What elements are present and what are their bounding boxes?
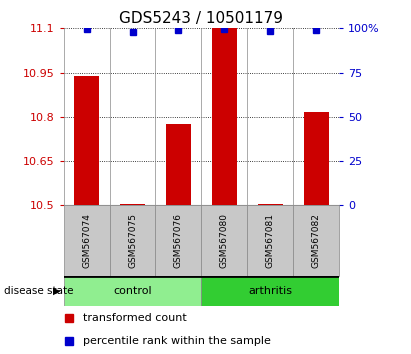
Bar: [303, 113, 329, 205]
Bar: [120, 204, 145, 205]
Text: transformed count: transformed count: [83, 313, 187, 323]
Bar: [212, 28, 237, 205]
Text: GSM567076: GSM567076: [174, 213, 183, 268]
Text: GSM567081: GSM567081: [266, 213, 275, 268]
Bar: [155, 205, 201, 276]
Text: percentile rank within the sample: percentile rank within the sample: [83, 336, 271, 346]
Text: GSM567075: GSM567075: [128, 213, 137, 268]
Text: GSM567082: GSM567082: [312, 213, 321, 268]
Bar: [64, 205, 110, 276]
Text: GSM567080: GSM567080: [220, 213, 229, 268]
Bar: [201, 276, 339, 306]
Text: ▶: ▶: [53, 286, 61, 296]
Bar: [64, 276, 201, 306]
Bar: [258, 204, 283, 205]
Text: disease state: disease state: [4, 286, 74, 296]
Title: GDS5243 / 10501179: GDS5243 / 10501179: [119, 11, 284, 26]
Text: control: control: [113, 286, 152, 296]
Bar: [247, 205, 293, 276]
Text: arthritis: arthritis: [248, 286, 292, 296]
Bar: [201, 205, 247, 276]
Bar: [293, 205, 339, 276]
Text: GSM567074: GSM567074: [82, 213, 91, 268]
Bar: [74, 75, 99, 205]
Bar: [110, 205, 155, 276]
Bar: [166, 124, 191, 205]
